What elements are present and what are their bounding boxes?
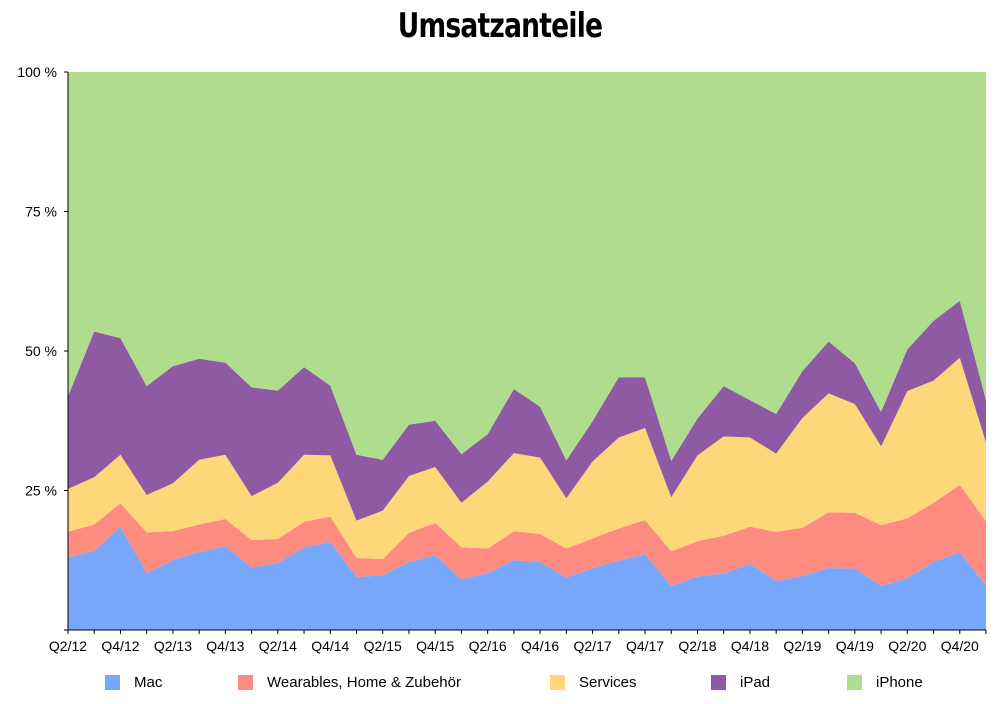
x-tick-label: Q2/15 bbox=[364, 638, 402, 654]
x-tick-label: Q2/14 bbox=[259, 638, 297, 654]
x-tick-label: Q4/18 bbox=[731, 638, 769, 654]
y-tick-label: 25 % bbox=[25, 483, 57, 499]
y-tick-label: 75 % bbox=[25, 204, 57, 220]
x-tick-label: Q2/19 bbox=[783, 638, 821, 654]
x-tick-label: Q2/12 bbox=[49, 638, 87, 654]
y-tick-label: 50 % bbox=[25, 343, 57, 359]
area-series-wearables-home-zubeh-r bbox=[68, 484, 986, 586]
legend-item-ipad: iPad bbox=[711, 668, 770, 696]
legend-item-mac: Mac bbox=[105, 668, 162, 696]
area-series-ipad bbox=[68, 300, 986, 521]
area-series-mac bbox=[68, 526, 986, 630]
x-tick-label: Q4/16 bbox=[521, 638, 559, 654]
x-tick-label: Q2/20 bbox=[888, 638, 926, 654]
legend-label: iPhone bbox=[876, 673, 923, 691]
x-tick-label: Q2/16 bbox=[469, 638, 507, 654]
legend-swatch bbox=[711, 674, 726, 690]
legend-label: iPad bbox=[740, 673, 771, 691]
x-tick-label: Q4/13 bbox=[206, 638, 244, 654]
legend-swatch bbox=[847, 674, 862, 690]
x-tick-label: Q2/17 bbox=[574, 638, 612, 654]
axes-layer bbox=[64, 71, 987, 634]
labels-layer: 25 % 50 % 75 % 100 % Q2/12 Q4/12 Q2/13 Q4/13 Q2/… bbox=[17, 64, 979, 654]
x-tick-label: Q2/13 bbox=[154, 638, 192, 654]
area-series-services bbox=[68, 357, 986, 560]
legend-swatch bbox=[238, 674, 253, 690]
x-tick-label: Q4/14 bbox=[311, 638, 349, 654]
legend-item-wearables-home-zubeh-r: Wearables, Home & Zubehör bbox=[238, 668, 461, 696]
area-series-iphone bbox=[68, 72, 986, 461]
y-tick-label: 100 % bbox=[17, 64, 57, 80]
areas-layer bbox=[68, 72, 986, 630]
x-tick-label: Q4/15 bbox=[416, 638, 454, 654]
x-tick-label: Q2/18 bbox=[678, 638, 716, 654]
legend-label: Wearables, Home & Zubehör bbox=[267, 673, 461, 691]
legend-item-iphone: iPhone bbox=[847, 668, 923, 696]
x-tick-label: Q4/19 bbox=[836, 638, 874, 654]
chart-title: Umsatzanteile bbox=[397, 6, 603, 46]
legend: Mac Wearables, Home & Zubehör Services iPad… bbox=[0, 668, 1000, 696]
legend-item-services: Services bbox=[550, 668, 637, 696]
legend-label: Mac bbox=[134, 673, 163, 691]
x-tick-label: Q4/20 bbox=[941, 638, 979, 654]
legend-swatch bbox=[105, 674, 120, 690]
x-tick-label: Q4/17 bbox=[626, 638, 664, 654]
legend-label: Services bbox=[579, 673, 637, 691]
x-tick-label: Q4/12 bbox=[101, 638, 139, 654]
legend-swatch bbox=[550, 674, 565, 690]
